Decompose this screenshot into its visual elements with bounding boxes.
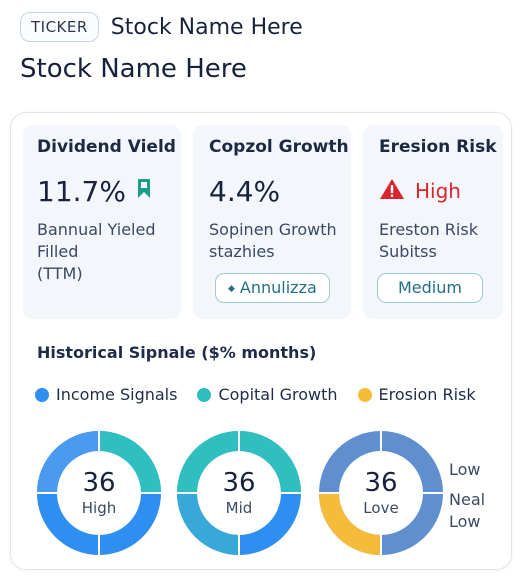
metric-title: Eresion Risk bbox=[379, 137, 497, 157]
legend-item-capital-growth[interactable]: Copital Growth bbox=[197, 385, 338, 404]
legend-item-income[interactable]: Income Signals bbox=[35, 385, 177, 404]
donut-label: Mid bbox=[225, 499, 253, 517]
header-stock-name: Stock Name Here bbox=[110, 14, 303, 40]
bookmark-icon bbox=[136, 178, 152, 204]
metric-description: Ereston Risk Subitss bbox=[379, 220, 478, 261]
ticker-badge[interactable]: TICKER bbox=[20, 12, 99, 42]
donut-capital-growth[interactable]: 36 Mid bbox=[177, 431, 301, 555]
metric-title: Dividend Vield bbox=[37, 137, 176, 157]
donut-label: High bbox=[81, 499, 117, 517]
donut-ring bbox=[319, 431, 443, 555]
donut-ring bbox=[37, 431, 161, 555]
metric-card-capital-growth[interactable]: Copzol Growth 4.4% Sopinen Growth stazhi… bbox=[193, 125, 351, 319]
legend-swatch bbox=[35, 387, 49, 402]
signals-legend: Income Signals Copital Growth Erosion Ri… bbox=[35, 385, 476, 404]
metric-value: 11.7% bbox=[37, 174, 126, 208]
badge-label: Annulizza bbox=[239, 278, 317, 297]
legend-item-erosion-risk[interactable]: Erosion Risk bbox=[357, 385, 476, 404]
side-label: Neal Low bbox=[449, 490, 486, 531]
legend-label: Copital Growth bbox=[218, 385, 338, 404]
donut-ring bbox=[177, 431, 301, 555]
metric-card-erosion-risk[interactable]: Eresion Risk High Ereston Risk Subitss M… bbox=[363, 125, 503, 319]
legend-label: Erosion Risk bbox=[378, 385, 476, 404]
metric-title: Copzol Growth bbox=[209, 137, 349, 157]
legend-swatch bbox=[197, 387, 212, 402]
page-title: Stock Name Here bbox=[20, 54, 247, 84]
legend-label: Income Signals bbox=[56, 385, 178, 404]
risk-level-labels: Low Neal Low bbox=[449, 459, 485, 533]
donut-erosion-risk[interactable]: 36 Love bbox=[319, 431, 443, 555]
donut-income[interactable]: 36 High bbox=[37, 431, 161, 555]
warning-icon bbox=[379, 178, 405, 204]
metric-description: Sopinen Growth stazhies bbox=[209, 220, 337, 261]
donut-label: Love bbox=[363, 499, 399, 517]
summary-card: Dividend Vield 11.7% Bannual Yieled Fill… bbox=[10, 112, 512, 570]
metric-description: Bannual Yieled Filled (TTM) bbox=[37, 220, 156, 283]
donut-value: 36 bbox=[222, 468, 256, 498]
donut-value: 36 bbox=[82, 468, 116, 498]
donut-value: 36 bbox=[364, 468, 398, 498]
annualized-badge[interactable]: ◆ Annulizza bbox=[215, 273, 330, 303]
side-label: Low bbox=[449, 460, 481, 479]
metric-value: High bbox=[415, 179, 461, 203]
signals-heading: Historical Sipnale ($% months) bbox=[37, 343, 317, 362]
risk-level-badge[interactable]: Medium bbox=[377, 273, 483, 303]
header: TICKER Stock Name Here bbox=[20, 12, 303, 42]
metric-card-dividend-yield[interactable]: Dividend Vield 11.7% Bannual Yieled Fill… bbox=[23, 125, 181, 319]
diamond-icon: ◆ bbox=[228, 283, 235, 294]
metric-value: 4.4% bbox=[209, 174, 281, 208]
legend-swatch bbox=[357, 387, 372, 402]
